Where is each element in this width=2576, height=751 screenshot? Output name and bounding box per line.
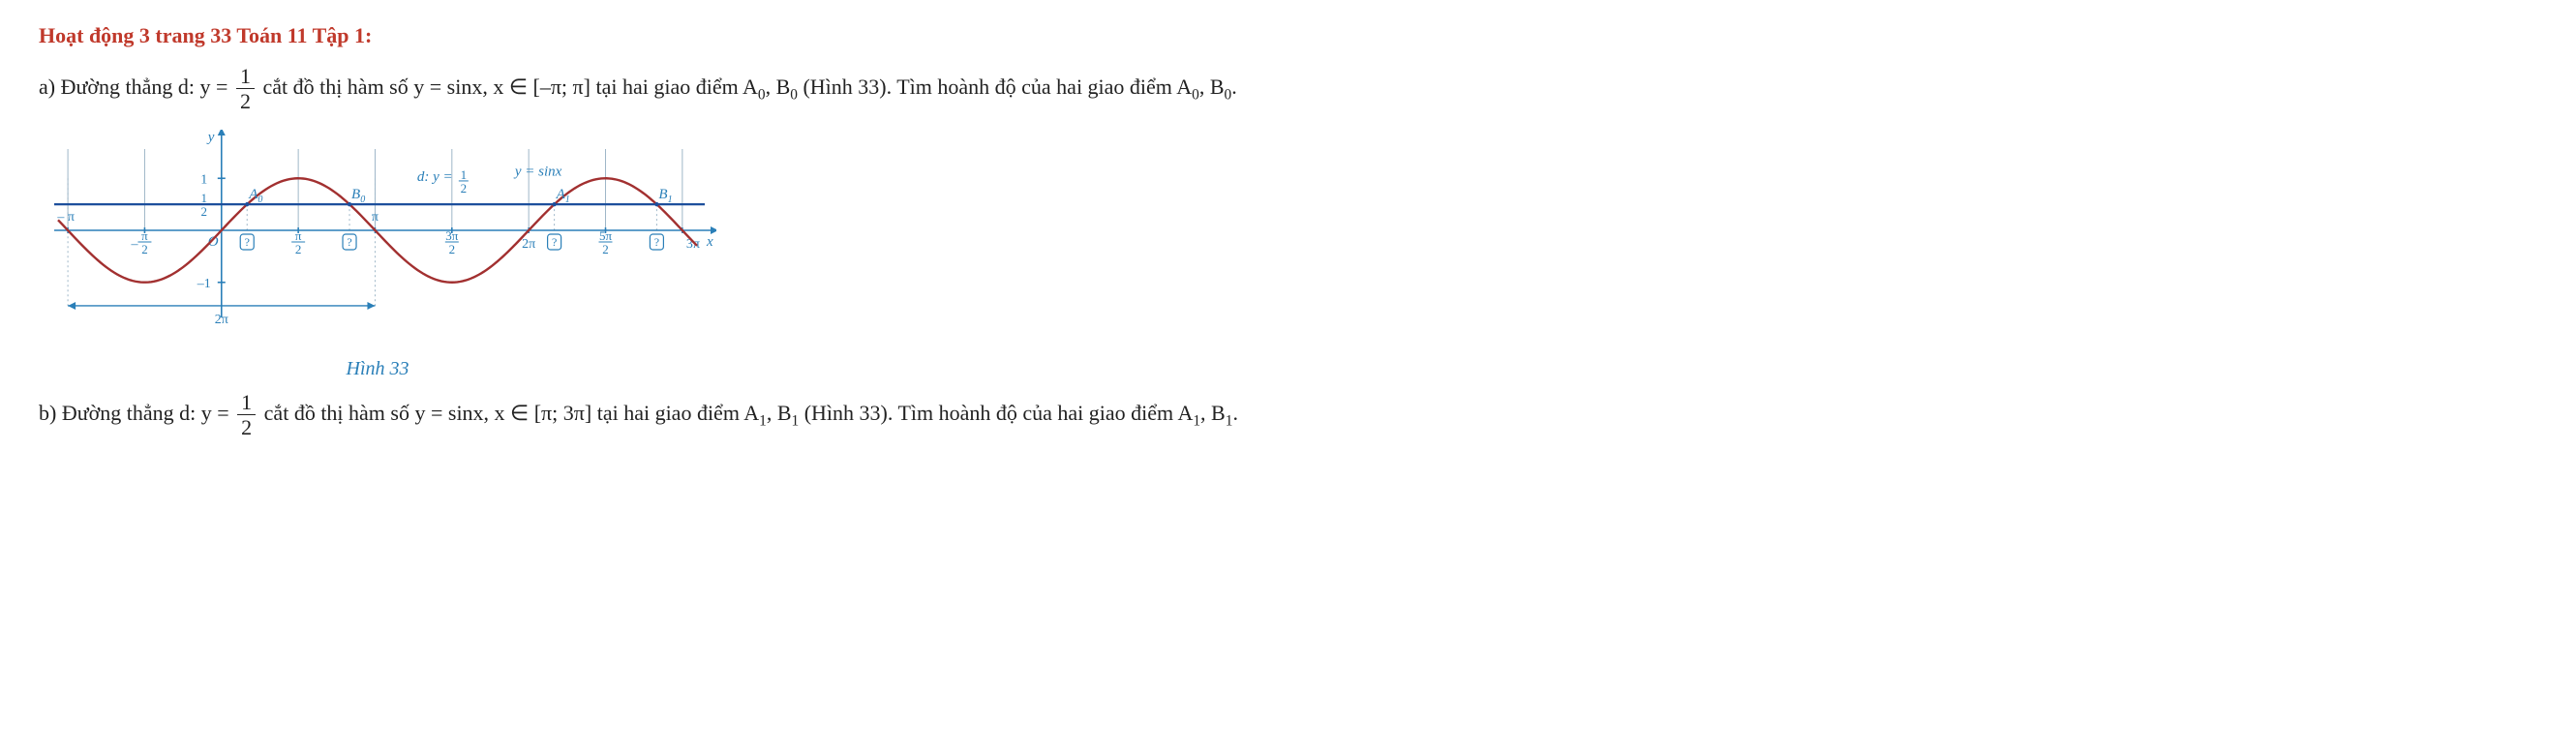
svg-text:?: ? (552, 235, 557, 249)
svg-text:x: x (706, 234, 713, 250)
svg-text:2: 2 (449, 242, 456, 256)
svg-text:π: π (141, 228, 148, 243)
svg-text:2: 2 (461, 181, 468, 195)
fraction: 12 (237, 392, 256, 438)
svg-text:2: 2 (201, 204, 208, 219)
text: a) Đường thẳng d: y = (39, 75, 233, 99)
svg-text:?: ? (245, 235, 250, 249)
svg-text:y: y (206, 130, 215, 145)
fraction: 12 (236, 66, 255, 112)
svg-text:2π: 2π (215, 313, 228, 327)
text: , B (767, 401, 792, 425)
chart-svg: xyO1–112– ππ2π3π–π2π23π25π2A0B0A1B1????d… (39, 130, 716, 352)
svg-text:1: 1 (461, 167, 468, 182)
svg-text:?: ? (654, 235, 659, 249)
svg-text:B0: B0 (351, 187, 365, 205)
svg-text:3π: 3π (686, 237, 700, 252)
svg-text:2π: 2π (522, 237, 535, 252)
svg-text:2: 2 (141, 242, 148, 256)
svg-text:2: 2 (602, 242, 609, 256)
fraction-num: 1 (237, 392, 256, 415)
svg-text:–1: –1 (197, 277, 211, 291)
text: , B (766, 75, 791, 99)
svg-text:–: – (130, 237, 138, 252)
figure-33: xyO1–112– ππ2π3π–π2π23π25π2A0B0A1B1????d… (39, 130, 2537, 380)
subscript: 0 (790, 86, 798, 103)
svg-text:B1: B1 (658, 187, 672, 205)
text: cắt đồ thị hàm số y = sinx, x ∈ [–π; π] … (258, 75, 758, 99)
svg-text:2: 2 (295, 242, 302, 256)
subscript: 0 (758, 86, 766, 103)
text: (Hình 33). Tìm hoành độ của hai giao điể… (799, 401, 1193, 425)
figure-caption: Hình 33 (39, 358, 716, 380)
svg-text:?: ? (347, 235, 351, 249)
svg-text:π: π (372, 210, 379, 225)
text: , B (1200, 401, 1226, 425)
page-title: Hoạt động 3 trang 33 Toán 11 Tập 1: (39, 23, 2537, 48)
svg-text:1: 1 (201, 191, 208, 205)
subscript: 0 (1192, 86, 1199, 103)
fraction-den: 2 (237, 415, 256, 438)
svg-text:5π: 5π (599, 228, 613, 243)
paragraph-a: a) Đường thẳng d: y = 12 cắt đồ thị hàm … (39, 66, 2537, 112)
text: . (1231, 75, 1237, 99)
fraction-den: 2 (236, 89, 255, 112)
text: cắt đồ thị hàm số y = sinx, x ∈ [π; 3π] … (258, 401, 759, 425)
text: b) Đường thẳng d: y = (39, 401, 234, 425)
paragraph-b: b) Đường thẳng d: y = 12 cắt đồ thị hàm … (39, 392, 2537, 438)
svg-text:1: 1 (200, 172, 207, 187)
subscript: 1 (759, 412, 767, 429)
subscript: 1 (1193, 412, 1200, 429)
svg-text:π: π (295, 228, 302, 243)
svg-text:y = sinx: y = sinx (513, 165, 562, 180)
text: (Hình 33). Tìm hoành độ của hai giao điể… (798, 75, 1192, 99)
fraction-num: 1 (236, 66, 255, 89)
svg-text:3π: 3π (445, 228, 459, 243)
text: , B (1199, 75, 1225, 99)
text: . (1232, 401, 1238, 425)
svg-text:d: y =: d: y = (417, 169, 453, 185)
